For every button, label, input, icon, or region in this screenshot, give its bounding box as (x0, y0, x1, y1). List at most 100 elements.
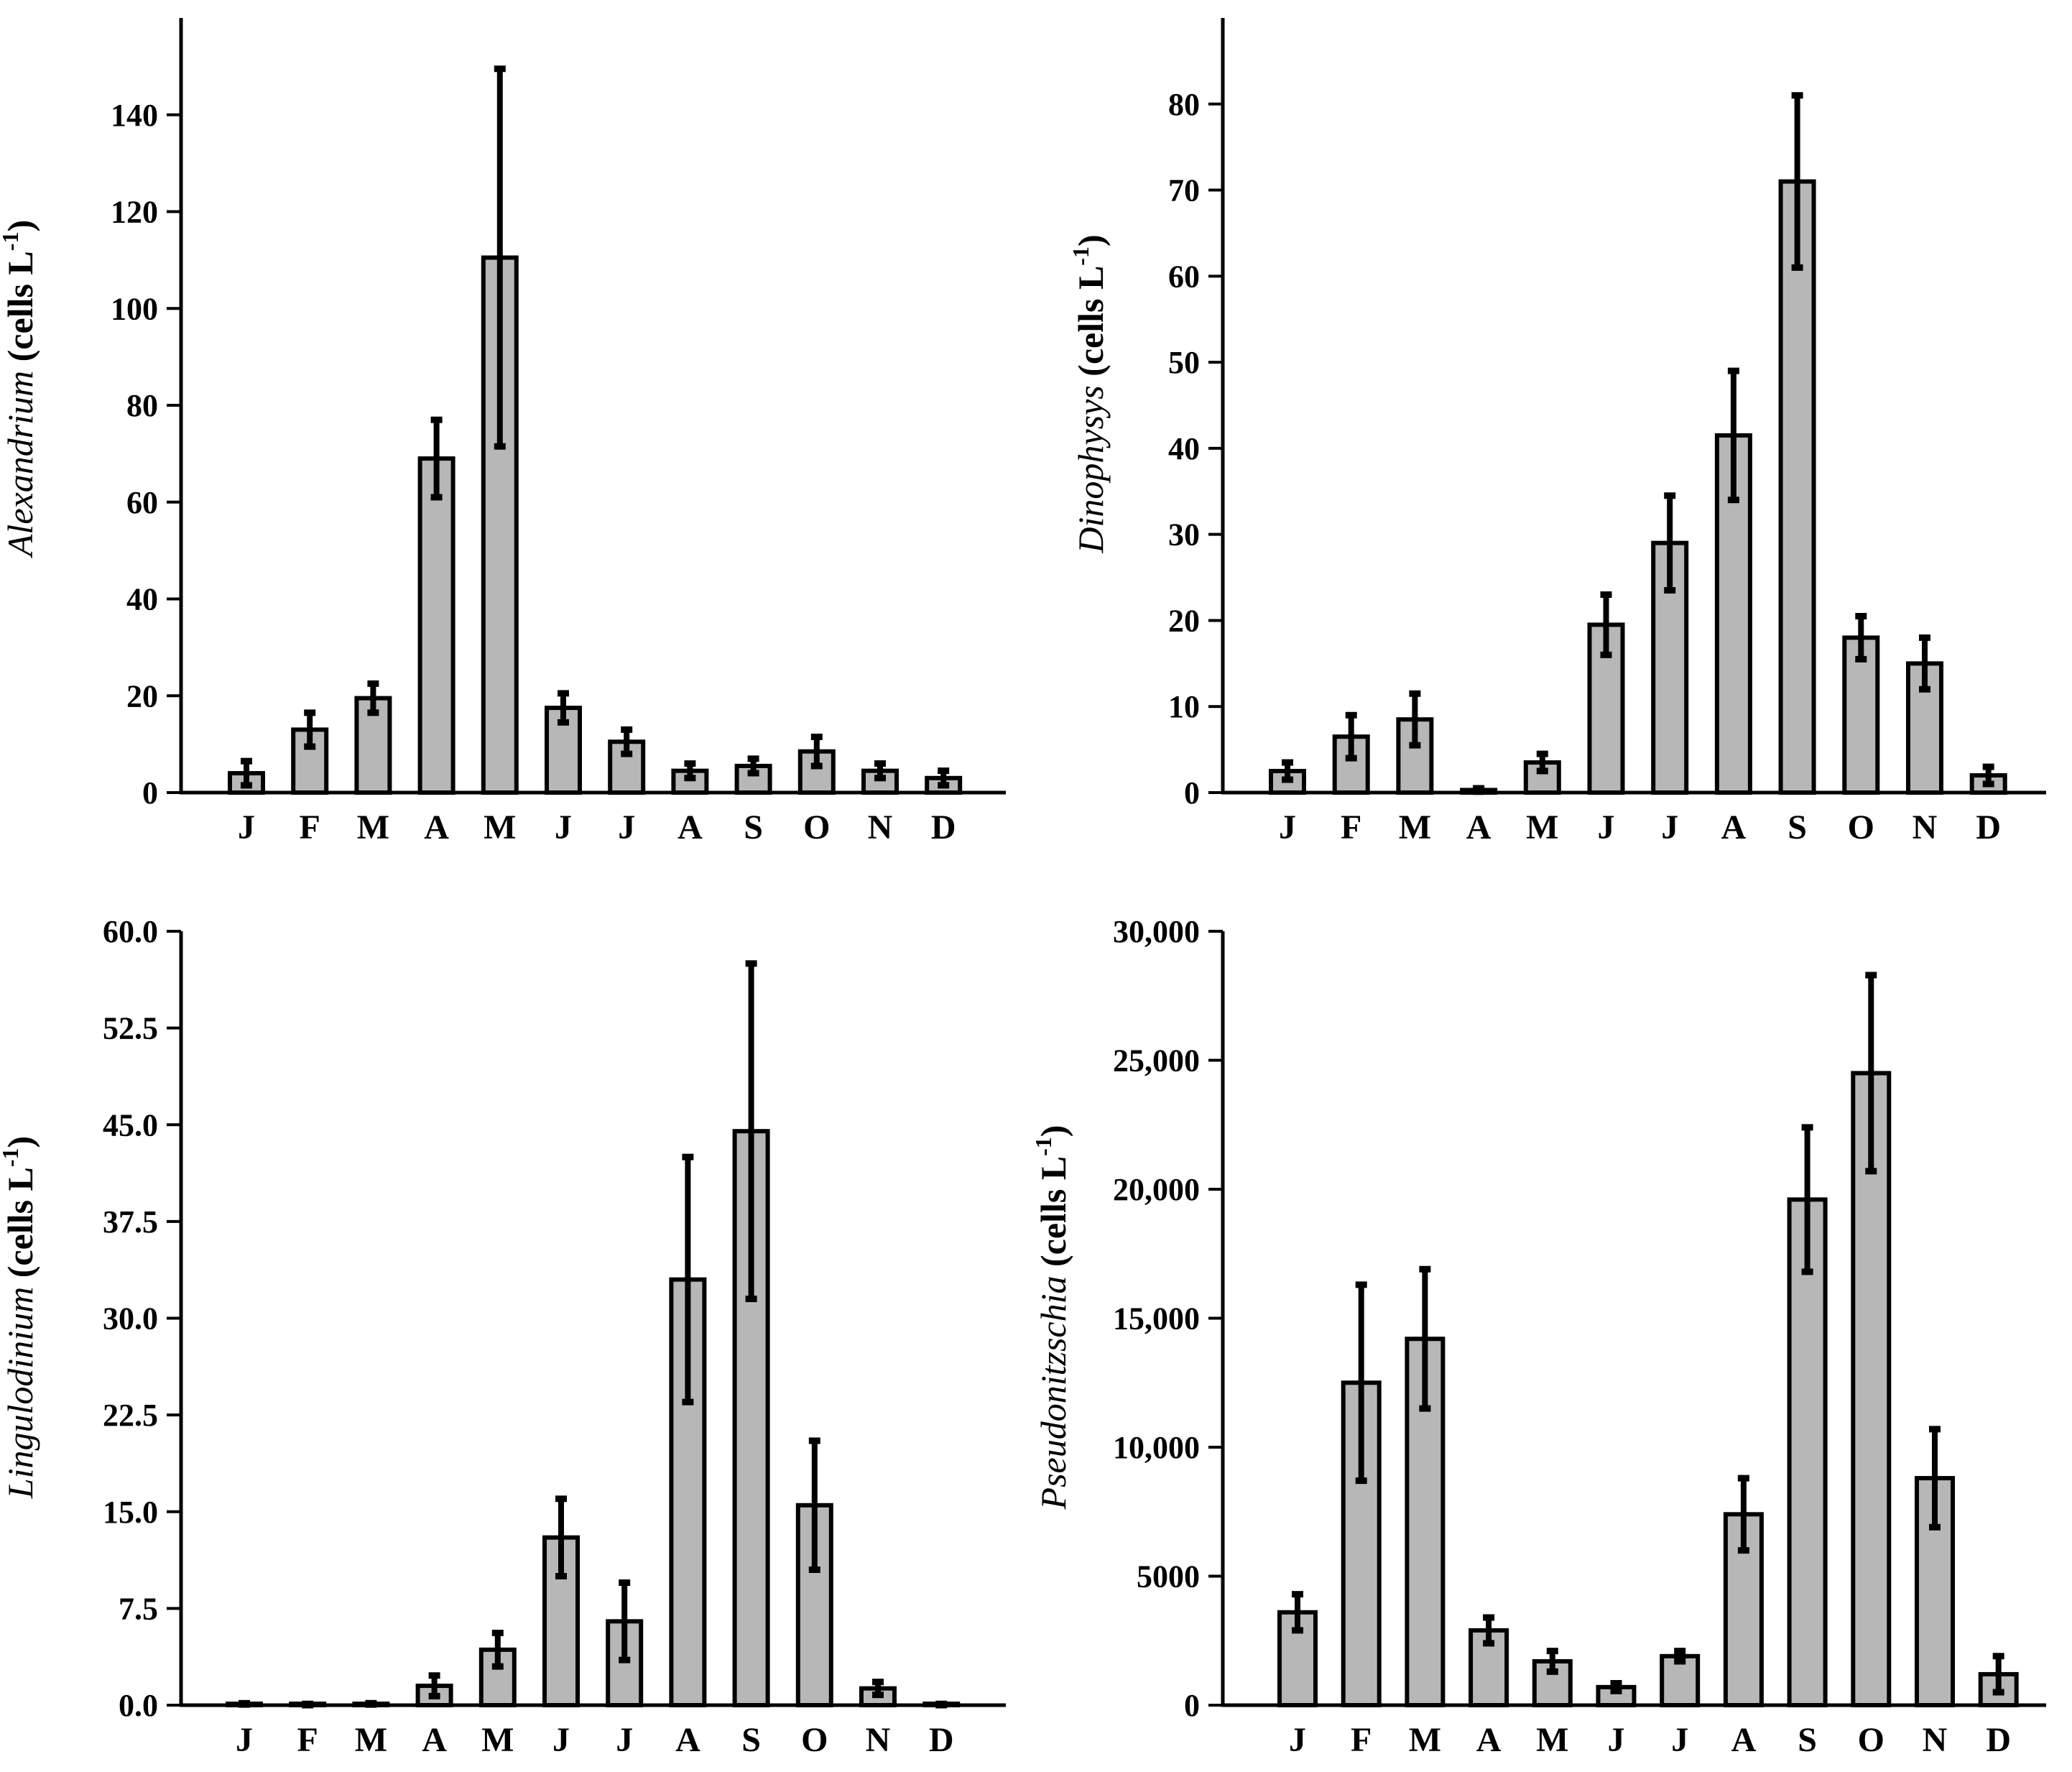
panel-4-y-tick-label: 5000 (1137, 1559, 1200, 1595)
panel-4-category-label: M (1409, 1721, 1441, 1759)
panel-4-error-bar-5 (1546, 1648, 1558, 1675)
panel-2-y-tick-label: 20 (1168, 603, 1200, 638)
panel-4-error-bar-1 (1292, 1591, 1303, 1634)
panel-3-y-tick-label: 7.5 (119, 1591, 158, 1626)
panel-1-error-bar-8 (684, 760, 696, 782)
panel-3-error-bar-9 (745, 960, 757, 1303)
panel-4-category-label: A (1731, 1721, 1757, 1759)
panel-1-category-label: M (357, 808, 389, 846)
panel-3-y-tick-label: 37.5 (103, 1204, 158, 1240)
panel-1-error-bar-7 (621, 726, 633, 757)
panel-1-y-tick-label: 140 (111, 98, 158, 133)
panel-3-error-bar-10 (808, 1437, 820, 1574)
panel-2-category-label: J (1279, 808, 1296, 846)
panel-3-error-bar-6 (555, 1495, 567, 1579)
panel-1-category-label: O (803, 808, 830, 846)
panel-3-error-bar-12 (935, 1700, 948, 1709)
panel-1-y-axis-title: Alexandrium (cells L-1) (0, 220, 40, 558)
panel-1-bar-3 (354, 696, 392, 795)
panel-2-error-bar-1 (1282, 759, 1293, 783)
lingulodinium-chart: 0.07.515.022.530.037.545.052.560.0J F M A M J… (0, 914, 1006, 1759)
panel-1-y-tick-label: 80 (126, 388, 158, 423)
panel-1-category-label: D (931, 808, 956, 846)
panel-3-y-tick-label: 15.0 (103, 1495, 158, 1530)
panel-2-category-label: D (1976, 808, 2001, 846)
panel-3-category-label: D (929, 1721, 954, 1759)
panel-4-y-tick-label: 10,000 (1113, 1430, 1200, 1465)
panel-3-y-axis-title: Lingulodinium (cells L-1) (0, 1136, 40, 1499)
panel-3-error-bar-3 (365, 1699, 377, 1708)
panel-4-error-bar-8 (1737, 1475, 1749, 1554)
panel-3-error-bar-11 (872, 1679, 884, 1699)
panel-2-category-label: F (1341, 808, 1361, 846)
panel-1-y-tick-label: 120 (111, 195, 158, 230)
panel-2-bar-10 (1842, 635, 1880, 795)
panel-1-y-tick-label: 100 (111, 291, 158, 326)
panel-1-category-label: A (677, 808, 703, 846)
panel-1-category-label: A (424, 808, 449, 846)
panel-3-category-label: N (866, 1721, 891, 1759)
panel-4-y-tick-label: 0 (1184, 1688, 1200, 1723)
panel-3-y-tick-label: 45.0 (103, 1107, 158, 1143)
panel-1-error-bar-12 (938, 767, 950, 789)
panel-2-y-tick-label: 80 (1168, 87, 1200, 122)
panel-1-error-bar-3 (367, 680, 379, 716)
panel-4-category-label: S (1798, 1721, 1817, 1759)
panel-1-category-label: J (618, 808, 635, 846)
panel-4-error-bar-4 (1483, 1614, 1495, 1647)
panel-4-category-label: J (1671, 1721, 1688, 1759)
panel-4-bar-10 (1851, 1071, 1892, 1707)
panel-1-error-bar-9 (747, 755, 759, 777)
panel-2-error-bar-5 (1536, 750, 1548, 775)
panel-3-error-bar-4 (428, 1672, 440, 1699)
panel-2-error-bar-6 (1600, 591, 1612, 658)
panel-2-category-label: J (1661, 808, 1678, 846)
panel-3-y-tick-label: 52.5 (103, 1011, 158, 1046)
panel-2-error-bar-7 (1664, 492, 1676, 594)
panel-3-error-bar-2 (302, 1700, 314, 1709)
panel-1-error-bar-5 (494, 65, 506, 450)
panel-4-error-bar-3 (1419, 1265, 1431, 1412)
panel-2-y-tick-label: 10 (1168, 689, 1200, 724)
panel-4-category-label: D (1986, 1721, 2011, 1759)
panel-1-category-label: S (744, 808, 763, 846)
panel-4-y-tick-label: 15,000 (1113, 1301, 1200, 1337)
panel-1-category-label: J (555, 808, 572, 846)
panel-2-y-tick-label: 30 (1168, 517, 1200, 553)
panel-2-y-tick-label: 70 (1168, 173, 1200, 208)
panel-1-error-bar-6 (558, 690, 569, 726)
panel-2-y-tick-label: 40 (1168, 431, 1200, 466)
panel-2-y-tick-label: 0 (1184, 775, 1200, 811)
panel-2-error-bar-4 (1473, 785, 1485, 795)
panel-2-category-label: M (1399, 808, 1431, 846)
panel-1-y-tick-label: 60 (126, 485, 158, 520)
panel-1-y-tick-label: 20 (126, 678, 158, 714)
panel-4-bar-9 (1787, 1197, 1828, 1707)
panel-3-error-bar-1 (239, 1699, 250, 1708)
panel-4-error-bar-11 (1929, 1426, 1941, 1531)
panel-3-category-label: J (552, 1721, 570, 1759)
panel-3-y-tick-label: 60.0 (103, 914, 158, 949)
panel-2-error-bar-9 (1791, 92, 1803, 271)
panel-3-error-bar-8 (682, 1153, 694, 1406)
panel-1-error-bar-1 (241, 757, 252, 789)
panel-2-bar-9 (1778, 179, 1816, 795)
panel-1-bar-4 (417, 456, 455, 795)
panel-2-error-bar-2 (1345, 711, 1357, 762)
panel-3-category-label: F (297, 1721, 318, 1759)
panel-2-error-bar-10 (1855, 612, 1867, 663)
panel-4-category-label: N (1923, 1721, 1948, 1759)
panel-4-category-label: J (1608, 1721, 1625, 1759)
panel-4-category-label: O (1858, 1721, 1884, 1759)
panel-3-category-label: S (741, 1721, 761, 1759)
panel-4-category-label: J (1289, 1721, 1306, 1759)
panel-2-category-label: O (1848, 808, 1874, 846)
panel-4-error-bar-7 (1674, 1648, 1686, 1665)
panel-1-error-bar-11 (874, 760, 886, 782)
panel-2-category-label: M (1526, 808, 1558, 846)
panel-4-category-label: A (1476, 1721, 1502, 1759)
panel-2-category-label: N (1913, 808, 1938, 846)
